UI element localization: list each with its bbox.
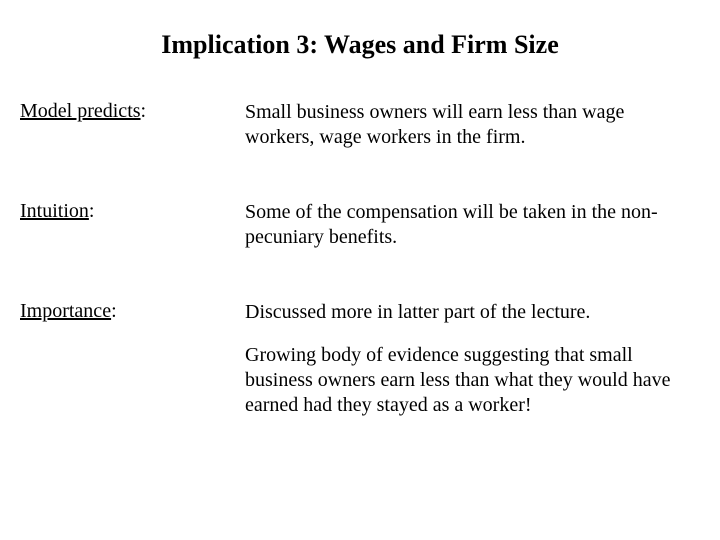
label-colon: :	[141, 100, 147, 122]
label-colon: :	[111, 300, 117, 322]
content-model-predicts: Small business owners will earn less tha…	[245, 100, 700, 150]
content-evidence: Growing body of evidence suggesting that…	[245, 343, 700, 418]
label-text: Importance	[20, 300, 111, 322]
label-colon: :	[89, 200, 95, 222]
label-text: Intuition	[20, 200, 89, 222]
label-empty	[20, 343, 245, 418]
row-intuition: Intuition: Some of the compensation will…	[20, 200, 700, 250]
content-importance: Discussed more in latter part of the lec…	[245, 300, 700, 325]
row-importance: Importance: Discussed more in latter par…	[20, 300, 700, 325]
label-importance: Importance:	[20, 300, 245, 325]
label-model-predicts: Model predicts:	[20, 100, 245, 150]
content-intuition: Some of the compensation will be taken i…	[245, 200, 700, 250]
slide-title: Implication 3: Wages and Firm Size	[20, 30, 700, 60]
label-intuition: Intuition:	[20, 200, 245, 250]
row-evidence: Growing body of evidence suggesting that…	[20, 343, 700, 418]
label-text: Model predicts	[20, 100, 141, 122]
row-model-predicts: Model predicts: Small business owners wi…	[20, 100, 700, 150]
